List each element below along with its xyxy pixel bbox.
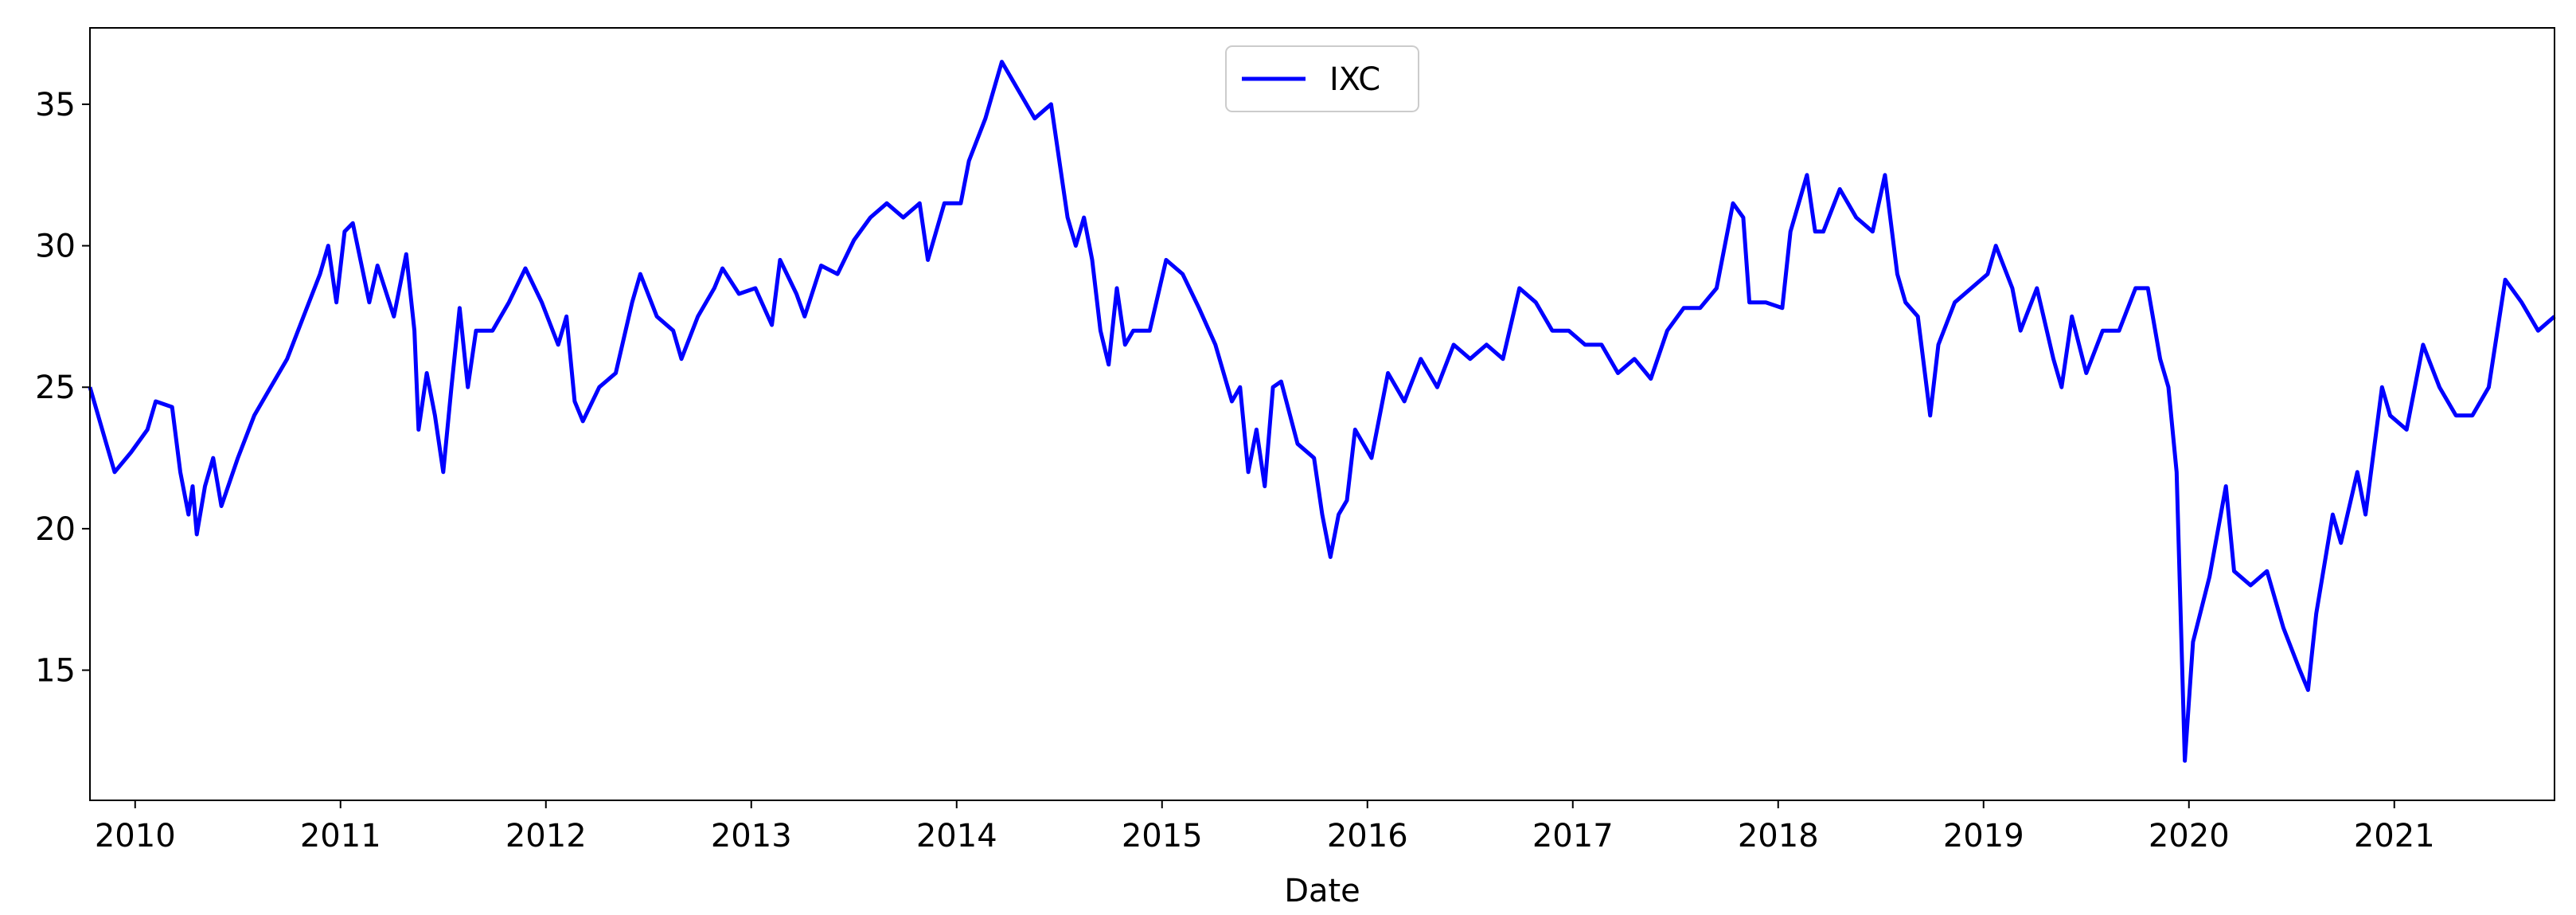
- x-tick-label: 2010: [95, 818, 176, 854]
- data-line: [88, 60, 2556, 763]
- x-tick-label: 2021: [2354, 818, 2435, 854]
- x-tick-label: 2012: [505, 818, 587, 854]
- x-tick-label: 2020: [2149, 818, 2230, 854]
- legend-label: IXC: [1329, 61, 1380, 98]
- y-tick-label: 30: [35, 229, 76, 265]
- x-tick-label: 2011: [300, 818, 381, 854]
- x-tick-label: 2017: [1532, 818, 1614, 854]
- x-tick-label: 2019: [1943, 818, 2024, 854]
- y-tick-label: 35: [35, 87, 76, 123]
- y-tick-label: 25: [35, 370, 76, 406]
- x-tick-label: 2018: [1738, 818, 1819, 854]
- y-tick-label: 15: [35, 653, 76, 690]
- x-axis-label: Date: [1284, 873, 1360, 909]
- x-tick-label: 2015: [1122, 818, 1203, 854]
- legend-box: [1225, 45, 1419, 112]
- x-tick-label: 2013: [711, 818, 792, 854]
- plot-frame: [89, 27, 2555, 801]
- x-tick-label: 2016: [1327, 818, 1408, 854]
- x-tick-label: 2014: [916, 818, 997, 854]
- y-tick-label: 20: [35, 511, 76, 548]
